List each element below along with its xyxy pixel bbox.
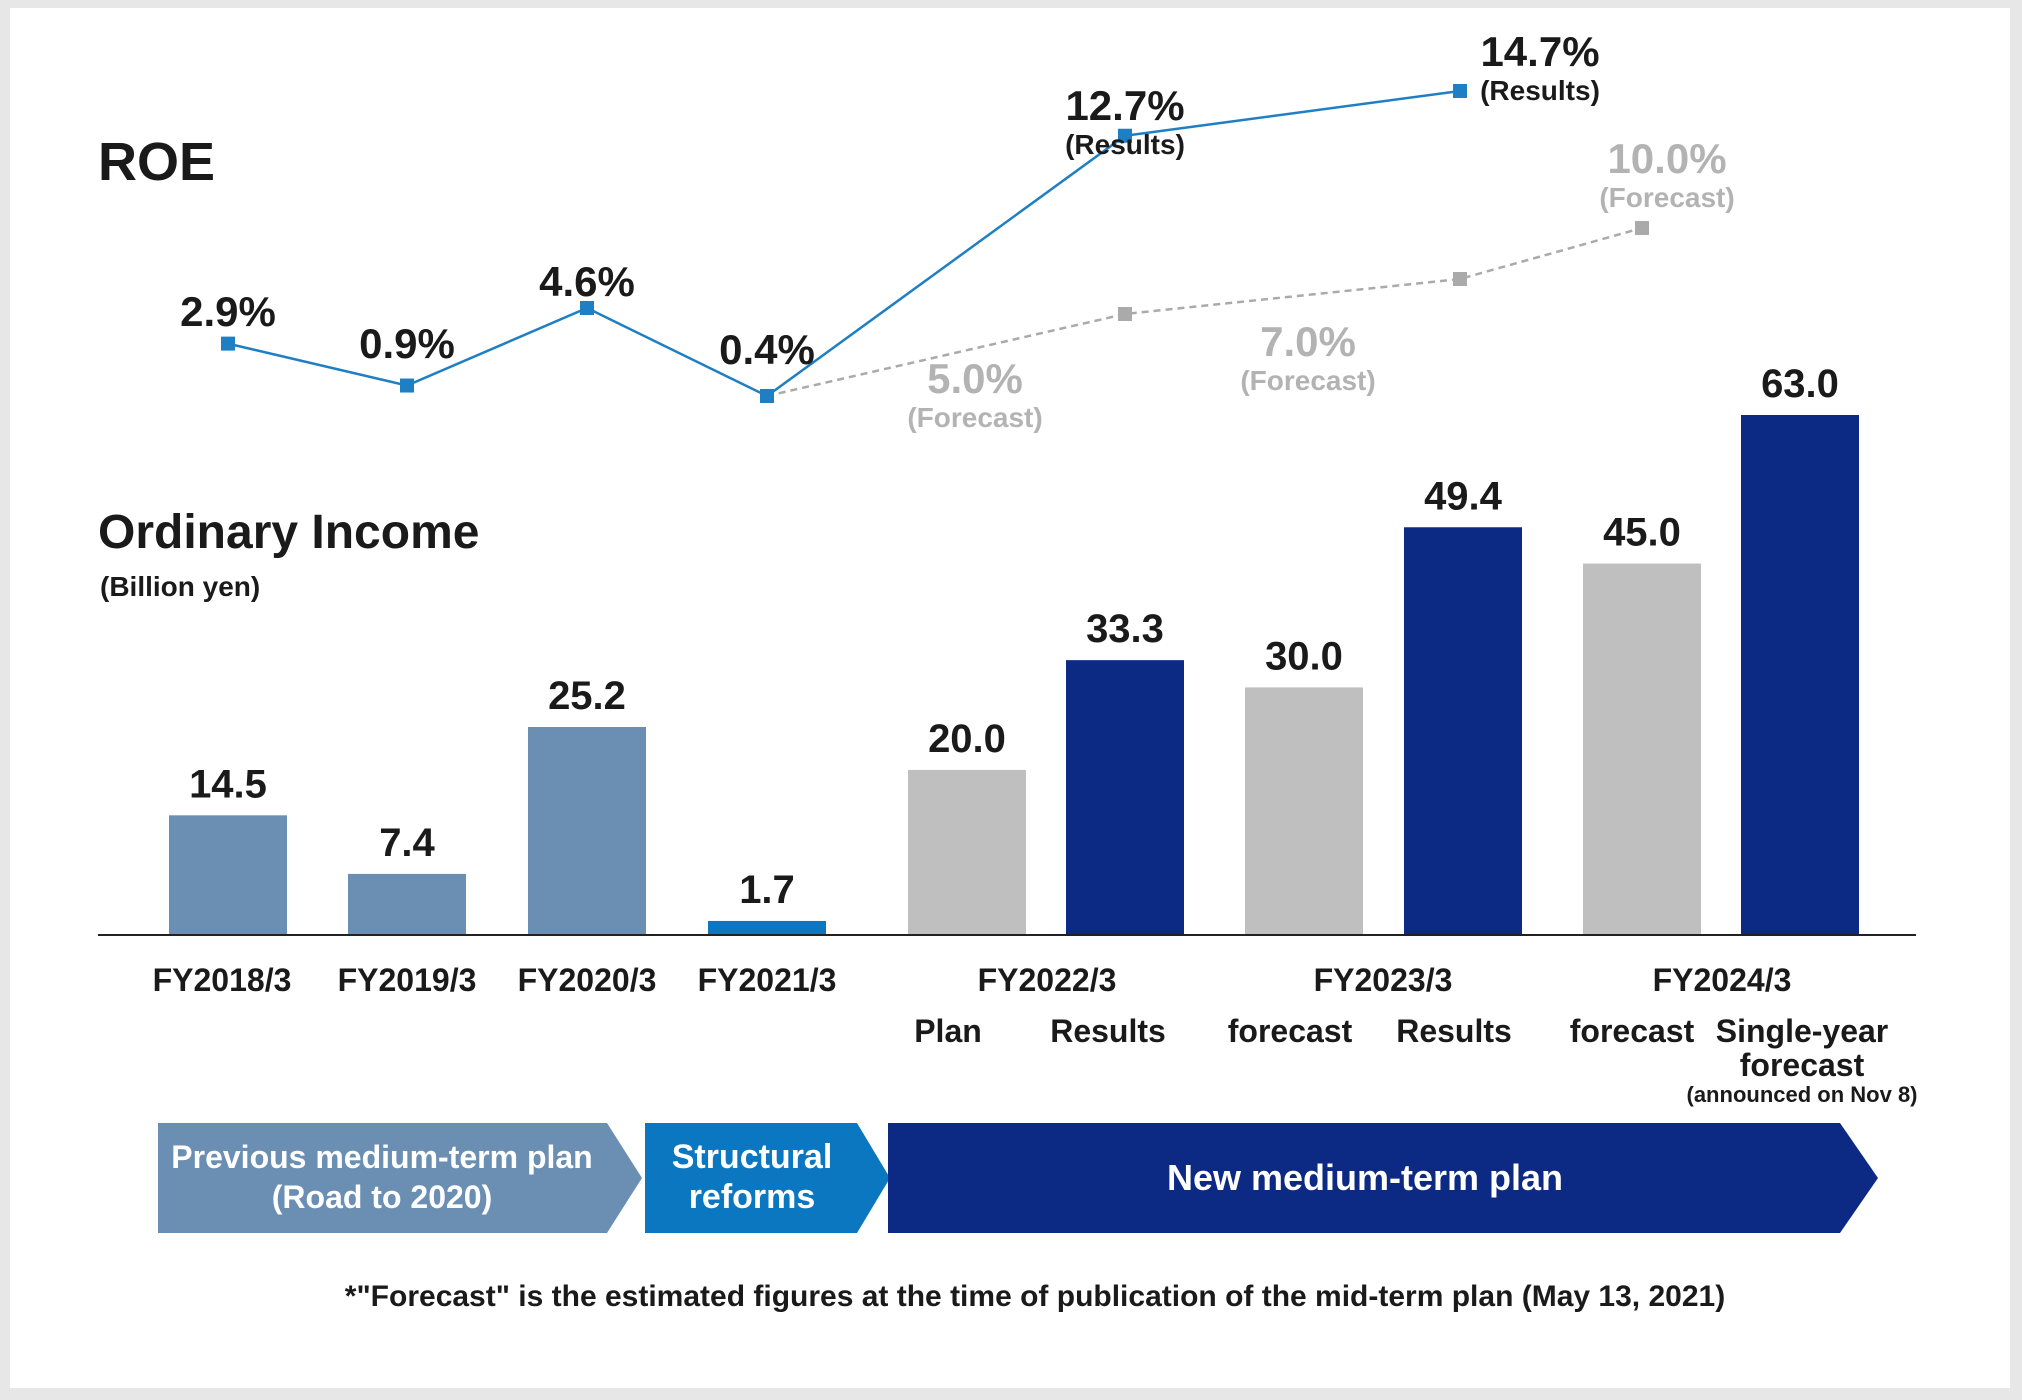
bar-fy2022-3-plan bbox=[908, 769, 1026, 935]
bar-fy2024-3-forecast bbox=[1583, 563, 1701, 935]
roe-forecast-label-fy2022-3: 5.0% bbox=[927, 355, 1023, 402]
bar-fy2018-3 bbox=[169, 815, 287, 935]
bar-fy2019-3 bbox=[348, 873, 466, 935]
x-axis-group-labels: FY2018/3 FY2019/3 FY2020/3 FY2021/3 FY2022/3… bbox=[153, 962, 1792, 998]
roe-results-label-fy2023-3: 14.7% bbox=[1480, 28, 1599, 75]
bar-fy2020-3 bbox=[528, 727, 646, 935]
roe-line-chart: 2.9%0.9%4.6%0.4%12.7%(Results)14.7%(Resu… bbox=[180, 28, 1735, 433]
bar-value-label-fy2019-3: 7.4 bbox=[379, 821, 435, 865]
sub-label-single-year: Single-year bbox=[1716, 1013, 1889, 1049]
roe-results-sublabel-fy2023-3: (Results) bbox=[1480, 75, 1600, 106]
income-unit: (Billion yen) bbox=[100, 571, 260, 602]
sub-label-forecast-2023: forecast bbox=[1228, 1013, 1353, 1049]
income-bar-chart: 14.5 7.4 25.2 1.7 20.0 33.3 30.0 49.4 45.0 63.0 bbox=[169, 362, 1859, 935]
sub-label-announced: (announced on Nov 8) bbox=[1687, 1082, 1918, 1107]
roe-results-label-fy2019-3: 0.9% bbox=[359, 320, 455, 367]
roe-forecast-sublabel-fy2023-3: (Forecast) bbox=[1240, 365, 1375, 396]
phase-new-line1: New medium-term plan bbox=[1167, 1157, 1563, 1198]
phase-structural-line1: Structural bbox=[672, 1138, 833, 1176]
group-label-fy2018-3: FY2018/3 bbox=[153, 962, 292, 998]
roe-forecast-marker-fy2022-3 bbox=[1118, 307, 1132, 321]
group-label-fy2020-3: FY2020/3 bbox=[518, 962, 657, 998]
group-label-fy2019-3: FY2019/3 bbox=[338, 962, 477, 998]
footnote: *"Forecast" is the estimated figures at … bbox=[345, 1280, 1725, 1313]
phase-arrow-new bbox=[888, 1123, 1878, 1233]
bar-fy2023-3-forecast bbox=[1245, 687, 1363, 935]
income-title: Ordinary Income bbox=[98, 506, 479, 559]
roe-forecast-label-fy2023-3: 7.0% bbox=[1260, 318, 1356, 365]
group-label-fy2024-3: FY2024/3 bbox=[1653, 962, 1792, 998]
roe-results-marker-fy2018-3 bbox=[221, 336, 235, 351]
roe-results-marker-fy2023-3 bbox=[1453, 84, 1467, 98]
roe-results-label-fy2018-3: 2.9% bbox=[180, 288, 276, 335]
bar-value-label-fy2023-3-results: 49.4 bbox=[1424, 474, 1503, 518]
sub-label-plan: Plan bbox=[914, 1013, 982, 1049]
sub-label-results-2022: Results bbox=[1050, 1013, 1166, 1049]
roe-forecast-marker-fy2023-3 bbox=[1453, 272, 1467, 286]
phase-arrow-structural bbox=[645, 1123, 890, 1233]
bar-value-label-fy2020-3: 25.2 bbox=[548, 674, 626, 718]
bar-value-label-fy2023-3-forecast: 30.0 bbox=[1265, 634, 1343, 678]
roe-results-label-fy2022-3: 12.7% bbox=[1065, 82, 1184, 129]
bar-value-label-fy2024-3-single-year-forecast: 63.0 bbox=[1761, 362, 1839, 406]
sub-label-results-2023: Results bbox=[1396, 1013, 1512, 1049]
bar-value-label-fy2024-3-forecast: 45.0 bbox=[1603, 511, 1681, 555]
phase-previous-line1: Previous medium-term plan bbox=[171, 1139, 592, 1175]
phase-structural-line2: reforms bbox=[689, 1178, 816, 1216]
roe-results-marker-fy2022-3 bbox=[1118, 128, 1132, 143]
bar-value-label-fy2022-3-results: 33.3 bbox=[1086, 607, 1164, 651]
group-label-fy2023-3: FY2023/3 bbox=[1314, 962, 1453, 998]
roe-results-marker-fy2020-3 bbox=[580, 301, 594, 315]
roe-results-line bbox=[227, 89, 1461, 398]
roe-forecast-line bbox=[766, 226, 1643, 398]
x-axis-sub-labels: Plan Results forecast Results forecast S… bbox=[914, 1013, 1917, 1107]
roe-forecast-marker-fy2024-3 bbox=[1635, 221, 1649, 235]
roe-results-label-fy2020-3: 4.6% bbox=[539, 258, 635, 305]
sub-label-forecast-2024: forecast bbox=[1570, 1013, 1695, 1049]
phase-arrow-previous bbox=[158, 1123, 642, 1233]
roe-forecast-sublabel-fy2022-3: (Forecast) bbox=[907, 402, 1042, 433]
roe-title: ROE bbox=[98, 132, 215, 192]
chart-frame: ROE Ordinary Income (Billion yen) 2.9% 0.… bbox=[10, 8, 2010, 1388]
bar-fy2023-3-results bbox=[1404, 527, 1522, 935]
bar-fy2024-3-single-year-forecast bbox=[1741, 415, 1859, 935]
roe-results-marker-fy2019-3 bbox=[400, 378, 414, 393]
roe-results-label-fy2021-3: 0.4% bbox=[719, 326, 815, 373]
bar-value-label-fy2021-3: 1.7 bbox=[739, 868, 795, 912]
roe-forecast-sublabel-fy2024-3: (Forecast) bbox=[1599, 182, 1734, 213]
chart-svg: ROE Ordinary Income (Billion yen) 2.9% 0.… bbox=[98, 28, 1918, 1313]
roe-results-sublabel-fy2022-3: (Results) bbox=[1065, 129, 1185, 160]
sub-label-single-year-forecast: forecast bbox=[1740, 1047, 1865, 1083]
roe-results-marker-fy2021-3 bbox=[760, 389, 774, 403]
phase-arrows: Previous medium-term plan (Road to 2020)… bbox=[158, 1123, 1878, 1233]
roe-forecast-label-fy2024-3: 10.0% bbox=[1607, 135, 1726, 182]
group-label-fy2021-3: FY2021/3 bbox=[698, 962, 837, 998]
bar-fy2022-3-results bbox=[1066, 660, 1184, 935]
bar-value-label-fy2018-3: 14.5 bbox=[189, 762, 267, 806]
phase-previous-line2: (Road to 2020) bbox=[272, 1179, 492, 1215]
group-label-fy2022-3: FY2022/3 bbox=[978, 962, 1117, 998]
bar-value-label-fy2022-3-plan: 20.0 bbox=[928, 717, 1006, 761]
bar-fy2021-3 bbox=[708, 920, 826, 935]
